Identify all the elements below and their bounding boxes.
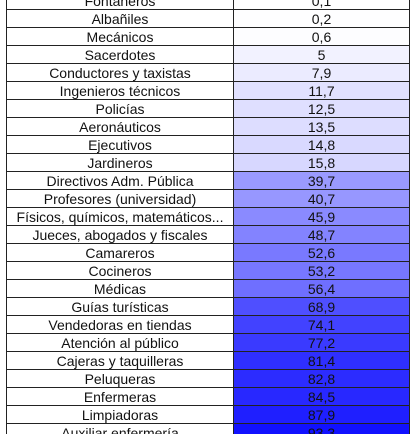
- percentage-cell: 53,2: [233, 261, 410, 279]
- table-row: Limpiadoras 87,9: [6, 405, 410, 423]
- occupation-cell: Aeronáuticos: [6, 117, 233, 135]
- occupation-cell: Peluqueras: [6, 369, 233, 387]
- table-row: Ejecutivos 14,8: [6, 135, 410, 153]
- percentage-cell: 0,6: [233, 27, 410, 45]
- table-row: Albañiles 0,2: [6, 9, 410, 27]
- table-row: Atención al público 77,2: [6, 333, 410, 351]
- occupation-cell: Jardineros: [6, 153, 233, 171]
- occupation-cell: Fontaneros: [6, 0, 233, 9]
- occupation-cell: Limpiadoras: [6, 405, 233, 423]
- occupation-cell: Ingenieros técnicos: [6, 81, 233, 99]
- occupation-cell: Ejecutivos: [6, 135, 233, 153]
- table-row: Médicas 56,4: [6, 279, 410, 297]
- occupation-cell: Policías: [6, 99, 233, 117]
- table-row: Ingenieros técnicos 11,7: [6, 81, 410, 99]
- occupation-cell: Cocineros: [6, 261, 233, 279]
- table-row: Jardineros 15,8: [6, 153, 410, 171]
- table-row: Camareros 52,6: [6, 243, 410, 261]
- occupation-cell: Físicos, químicos, matemáticos...: [6, 207, 233, 225]
- table-row: Sacerdotes 5: [6, 45, 410, 63]
- percentage-cell: 82,8: [233, 369, 410, 387]
- table-row: Guías turísticas 68,9: [6, 297, 410, 315]
- occupation-cell: Directivos Adm. Pública: [6, 171, 233, 189]
- percentage-cell: 84,5: [233, 387, 410, 405]
- percentage-cell: 68,9: [233, 297, 410, 315]
- percentage-cell: 40,7: [233, 189, 410, 207]
- table-row: Conductores y taxistas 7,9: [6, 63, 410, 81]
- occupation-cell: Profesores (universidad): [6, 189, 233, 207]
- occupation-cell: Cajeras y taquilleras: [6, 351, 233, 369]
- table-row: Directivos Adm. Pública 39,7: [6, 171, 410, 189]
- occupation-cell: Atención al público: [6, 333, 233, 351]
- table-row: Policías 12,5: [6, 99, 410, 117]
- table-row: Físicos, químicos, matemáticos... 45,9: [6, 207, 410, 225]
- table-row: Cajeras y taquilleras 81,4: [6, 351, 410, 369]
- table-row: Peluqueras 82,8: [6, 369, 410, 387]
- percentage-cell: 74,1: [233, 315, 410, 333]
- percentage-cell: 87,9: [233, 405, 410, 423]
- occupation-cell: Guías turísticas: [6, 297, 233, 315]
- table-row: Profesores (universidad) 40,7: [6, 189, 410, 207]
- table-row: Jueces, abogados y fiscales 48,7: [6, 225, 410, 243]
- table-row: Cocineros 53,2: [6, 261, 410, 279]
- occupation-cell: Conductores y taxistas: [6, 63, 233, 81]
- occupation-cell: Albañiles: [6, 9, 233, 27]
- percentage-cell: 5: [233, 45, 410, 63]
- percentage-cell: 48,7: [233, 225, 410, 243]
- percentage-cell: 39,7: [233, 171, 410, 189]
- occupation-cell: Mecánicos: [6, 27, 233, 45]
- table-row: Enfermeras 84,5: [6, 387, 410, 405]
- percentage-cell: 7,9: [233, 63, 410, 81]
- table-row: Aeronáuticos 13,5: [6, 117, 410, 135]
- occupation-cell: Camareros: [6, 243, 233, 261]
- table-row: Mecánicos 0,6: [6, 27, 410, 45]
- occupation-cell: Enfermeras: [6, 387, 233, 405]
- occupation-cell: Jueces, abogados y fiscales: [6, 225, 233, 243]
- percentage-cell: 0,1: [233, 0, 410, 9]
- percentage-cell: 77,2: [233, 333, 410, 351]
- percentage-cell: 52,6: [233, 243, 410, 261]
- table-row: Fontaneros 0,1: [6, 0, 410, 9]
- percentage-cell: 13,5: [233, 117, 410, 135]
- percentage-cell: 14,8: [233, 135, 410, 153]
- occupation-cell: Sacerdotes: [6, 45, 233, 63]
- percentage-cell: 81,4: [233, 351, 410, 369]
- occupation-cell: Médicas: [6, 279, 233, 297]
- percentage-cell: 15,8: [233, 153, 410, 171]
- percentage-cell: 12,5: [233, 99, 410, 117]
- percentage-cell: 11,7: [233, 81, 410, 99]
- occupation-cell: Vendedoras en tiendas: [6, 315, 233, 333]
- table-row: Vendedoras en tiendas 74,1: [6, 315, 410, 333]
- percentage-cell: 56,4: [233, 279, 410, 297]
- percentage-cell: 93,3: [233, 423, 410, 434]
- percentage-cell: 45,9: [233, 207, 410, 225]
- table-row: Auxiliar enfermería 93,3: [6, 423, 410, 434]
- occupation-cell: Auxiliar enfermería: [6, 423, 233, 434]
- percentage-cell: 0,2: [233, 9, 410, 27]
